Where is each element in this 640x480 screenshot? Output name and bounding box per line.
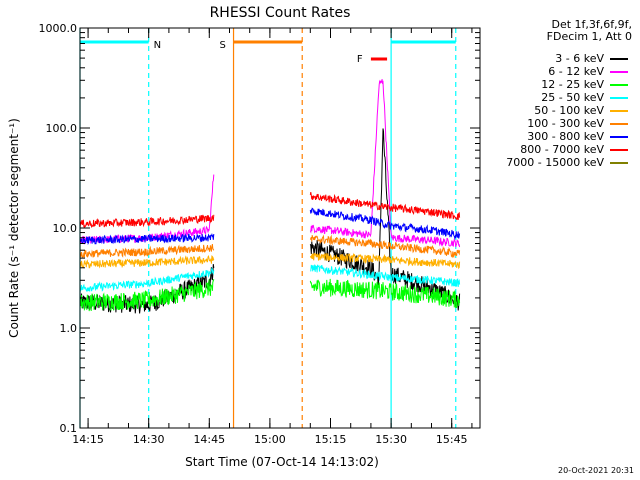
legend-entry-swatch	[610, 149, 628, 151]
legend-entry: 300 - 800 keV	[478, 130, 630, 143]
y-tick-label-0: 0.1	[60, 422, 78, 435]
y-axis-label: Count Rate (s⁻¹ detector segment⁻¹)	[7, 118, 21, 338]
legend-entry-swatch	[610, 110, 628, 112]
y-tick-label-2: 10.0	[53, 222, 78, 235]
series-line-5-0	[79, 243, 215, 258]
legend-header-line-1: Det 1f,3f,6f,9f,	[551, 18, 632, 31]
series-line-6-0	[79, 232, 215, 246]
plot-data-layer: N S F	[79, 28, 461, 428]
legend-entry-label: 25 - 50 keV	[541, 91, 604, 104]
legend-header-line-2: FDecim 1, Att 0	[546, 30, 632, 43]
series-line-7-0	[79, 214, 215, 228]
attenuator-label-2: F	[357, 54, 363, 65]
legend-entry-label: 800 - 7000 keV	[520, 143, 604, 156]
legend-entry-label: 50 - 100 keV	[534, 104, 604, 117]
series-line-6-1	[309, 207, 461, 240]
legend-header: Det 1f,3f,6f,9f, FDecim 1, Att 0	[500, 19, 632, 43]
x-tick-label-5: 15:30	[375, 433, 407, 446]
series-line-2-0	[79, 279, 215, 312]
legend-entry-swatch	[610, 58, 628, 60]
series-line-3-1	[310, 264, 461, 288]
series-line-3-0	[79, 266, 215, 293]
legend-entry-swatch	[610, 162, 628, 164]
series-line-0-1	[309, 128, 461, 311]
footer-timestamp: 20-Oct-2021 20:31	[558, 466, 634, 475]
x-tick-label-0: 14:15	[72, 433, 104, 446]
legend-entry: 800 - 7000 keV	[478, 143, 630, 156]
legend-entry-label: 300 - 800 keV	[527, 130, 604, 143]
x-axis-label: Start Time (07-Oct-14 14:13:02)	[185, 455, 379, 469]
legend-entry-label: 100 - 300 keV	[527, 117, 604, 130]
legend-entry-swatch	[610, 123, 628, 125]
legend-entry-label: 3 - 6 keV	[555, 52, 604, 65]
series-line-1-1	[309, 79, 461, 248]
attenuator-label-1: S	[220, 40, 226, 51]
y-tick-label-3: 100.0	[46, 122, 78, 135]
series-line-5-1	[309, 234, 461, 259]
series-line-4-0	[79, 254, 215, 269]
y-tick-label-4: 1000.0	[39, 22, 78, 35]
series-line-4-1	[309, 252, 461, 270]
legend-entry-swatch	[610, 71, 628, 73]
series-line-1-0	[79, 174, 215, 245]
legend-entry-swatch	[610, 136, 628, 138]
x-tick-label-2: 14:45	[193, 433, 225, 446]
legend-entry-label: 12 - 25 keV	[541, 78, 604, 91]
legend-entry: 100 - 300 keV	[478, 117, 630, 130]
legend-entry-swatch	[610, 84, 628, 86]
axes-layer: 0.1 1.0 10.0 100.0 1000.0 14:15 14:30 14:45 15:0…	[39, 22, 480, 446]
y-tick-label-1: 1.0	[60, 322, 78, 335]
series-line-7-1	[309, 192, 461, 221]
series-line-2-1	[309, 278, 461, 309]
legend-entry: 25 - 50 keV	[478, 91, 630, 104]
legend-entry: 7000 - 15000 keV	[478, 156, 630, 169]
legend-entry: 12 - 25 keV	[478, 78, 630, 91]
legend-entry-label: 6 - 12 keV	[548, 65, 604, 78]
x-tick-label-4: 15:15	[315, 433, 347, 446]
legend-entry-label: 7000 - 15000 keV	[506, 156, 604, 169]
x-tick-label-6: 15:45	[436, 433, 468, 446]
attenuator-label-0: N	[154, 40, 161, 51]
legend-entry: 50 - 100 keV	[478, 104, 630, 117]
legend-entry-swatch	[610, 97, 628, 99]
legend-entry: 6 - 12 keV	[478, 65, 630, 78]
x-tick-label-1: 14:30	[133, 433, 165, 446]
legend-entry: 3 - 6 keV	[478, 52, 630, 65]
chart-title: RHESSI Count Rates	[210, 5, 351, 21]
x-tick-label-3: 15:00	[254, 433, 286, 446]
